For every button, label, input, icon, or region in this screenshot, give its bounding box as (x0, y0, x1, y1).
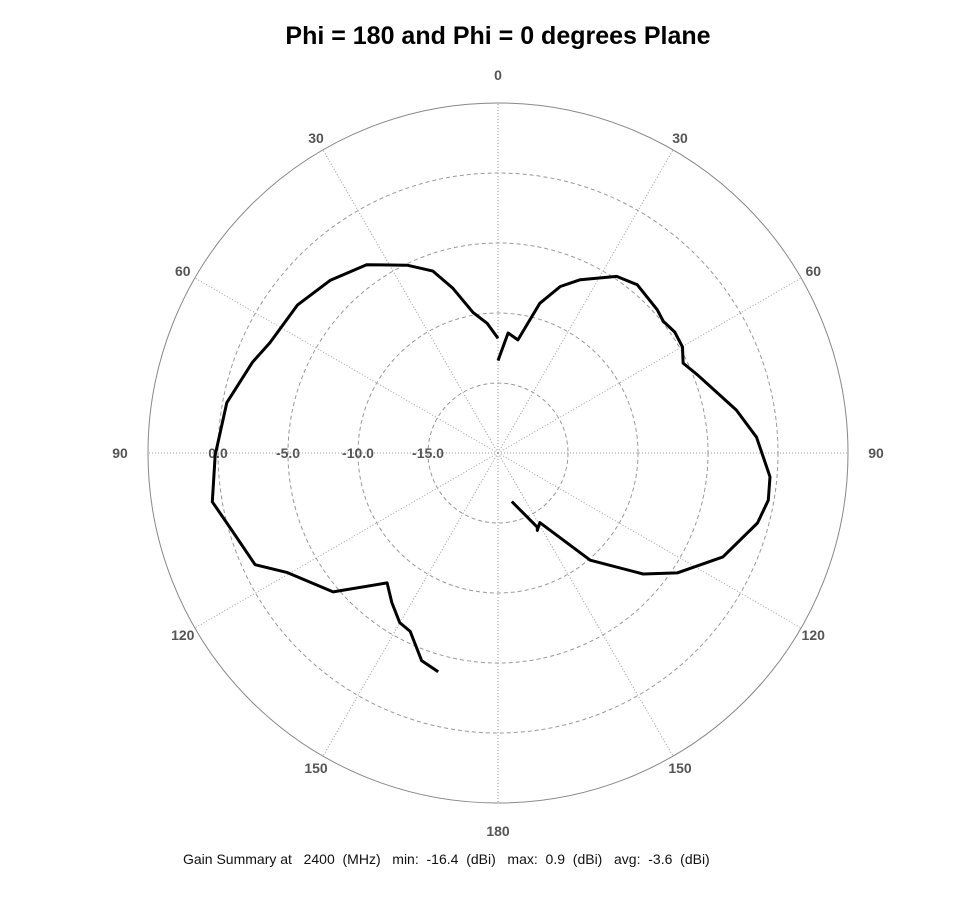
angle-label: 90 (112, 445, 128, 461)
grid-spoke (194, 277, 499, 454)
angle-label: 150 (668, 760, 692, 776)
grid-spoke (497, 149, 674, 454)
angle-label: 0 (494, 67, 502, 83)
angle-label: 150 (304, 760, 328, 776)
angle-label: 120 (802, 627, 826, 643)
grid-spoke (194, 452, 499, 629)
gain-trace-phi-180 (210, 263, 500, 674)
grid-spoke (322, 452, 499, 757)
gain-trace-phi-0 (496, 274, 772, 576)
angle-label: 120 (171, 627, 195, 643)
grid-spoke (497, 452, 674, 757)
angle-label: 90 (868, 445, 884, 461)
angle-label: 60 (805, 263, 821, 279)
grid-ring (357, 312, 639, 594)
angle-label: 30 (672, 130, 688, 146)
gain-summary: Gain Summary at 2400 (MHz) min: -16.4 (d… (183, 851, 710, 867)
angle-label: 60 (175, 263, 191, 279)
radial-label: 0.0 (208, 445, 228, 461)
radial-label: -5.0 (276, 445, 300, 461)
outer-circle (147, 102, 849, 804)
radial-label: -15.0 (412, 445, 444, 461)
grid-spoke (322, 149, 499, 454)
grid-spoke (497, 277, 802, 454)
angle-label: 30 (308, 130, 324, 146)
grid-spoke (497, 452, 802, 629)
chart-title: Phi = 180 and Phi = 0 degrees Plane (285, 22, 711, 50)
radial-label: -10.0 (342, 445, 374, 461)
angle-label: 180 (486, 823, 510, 839)
